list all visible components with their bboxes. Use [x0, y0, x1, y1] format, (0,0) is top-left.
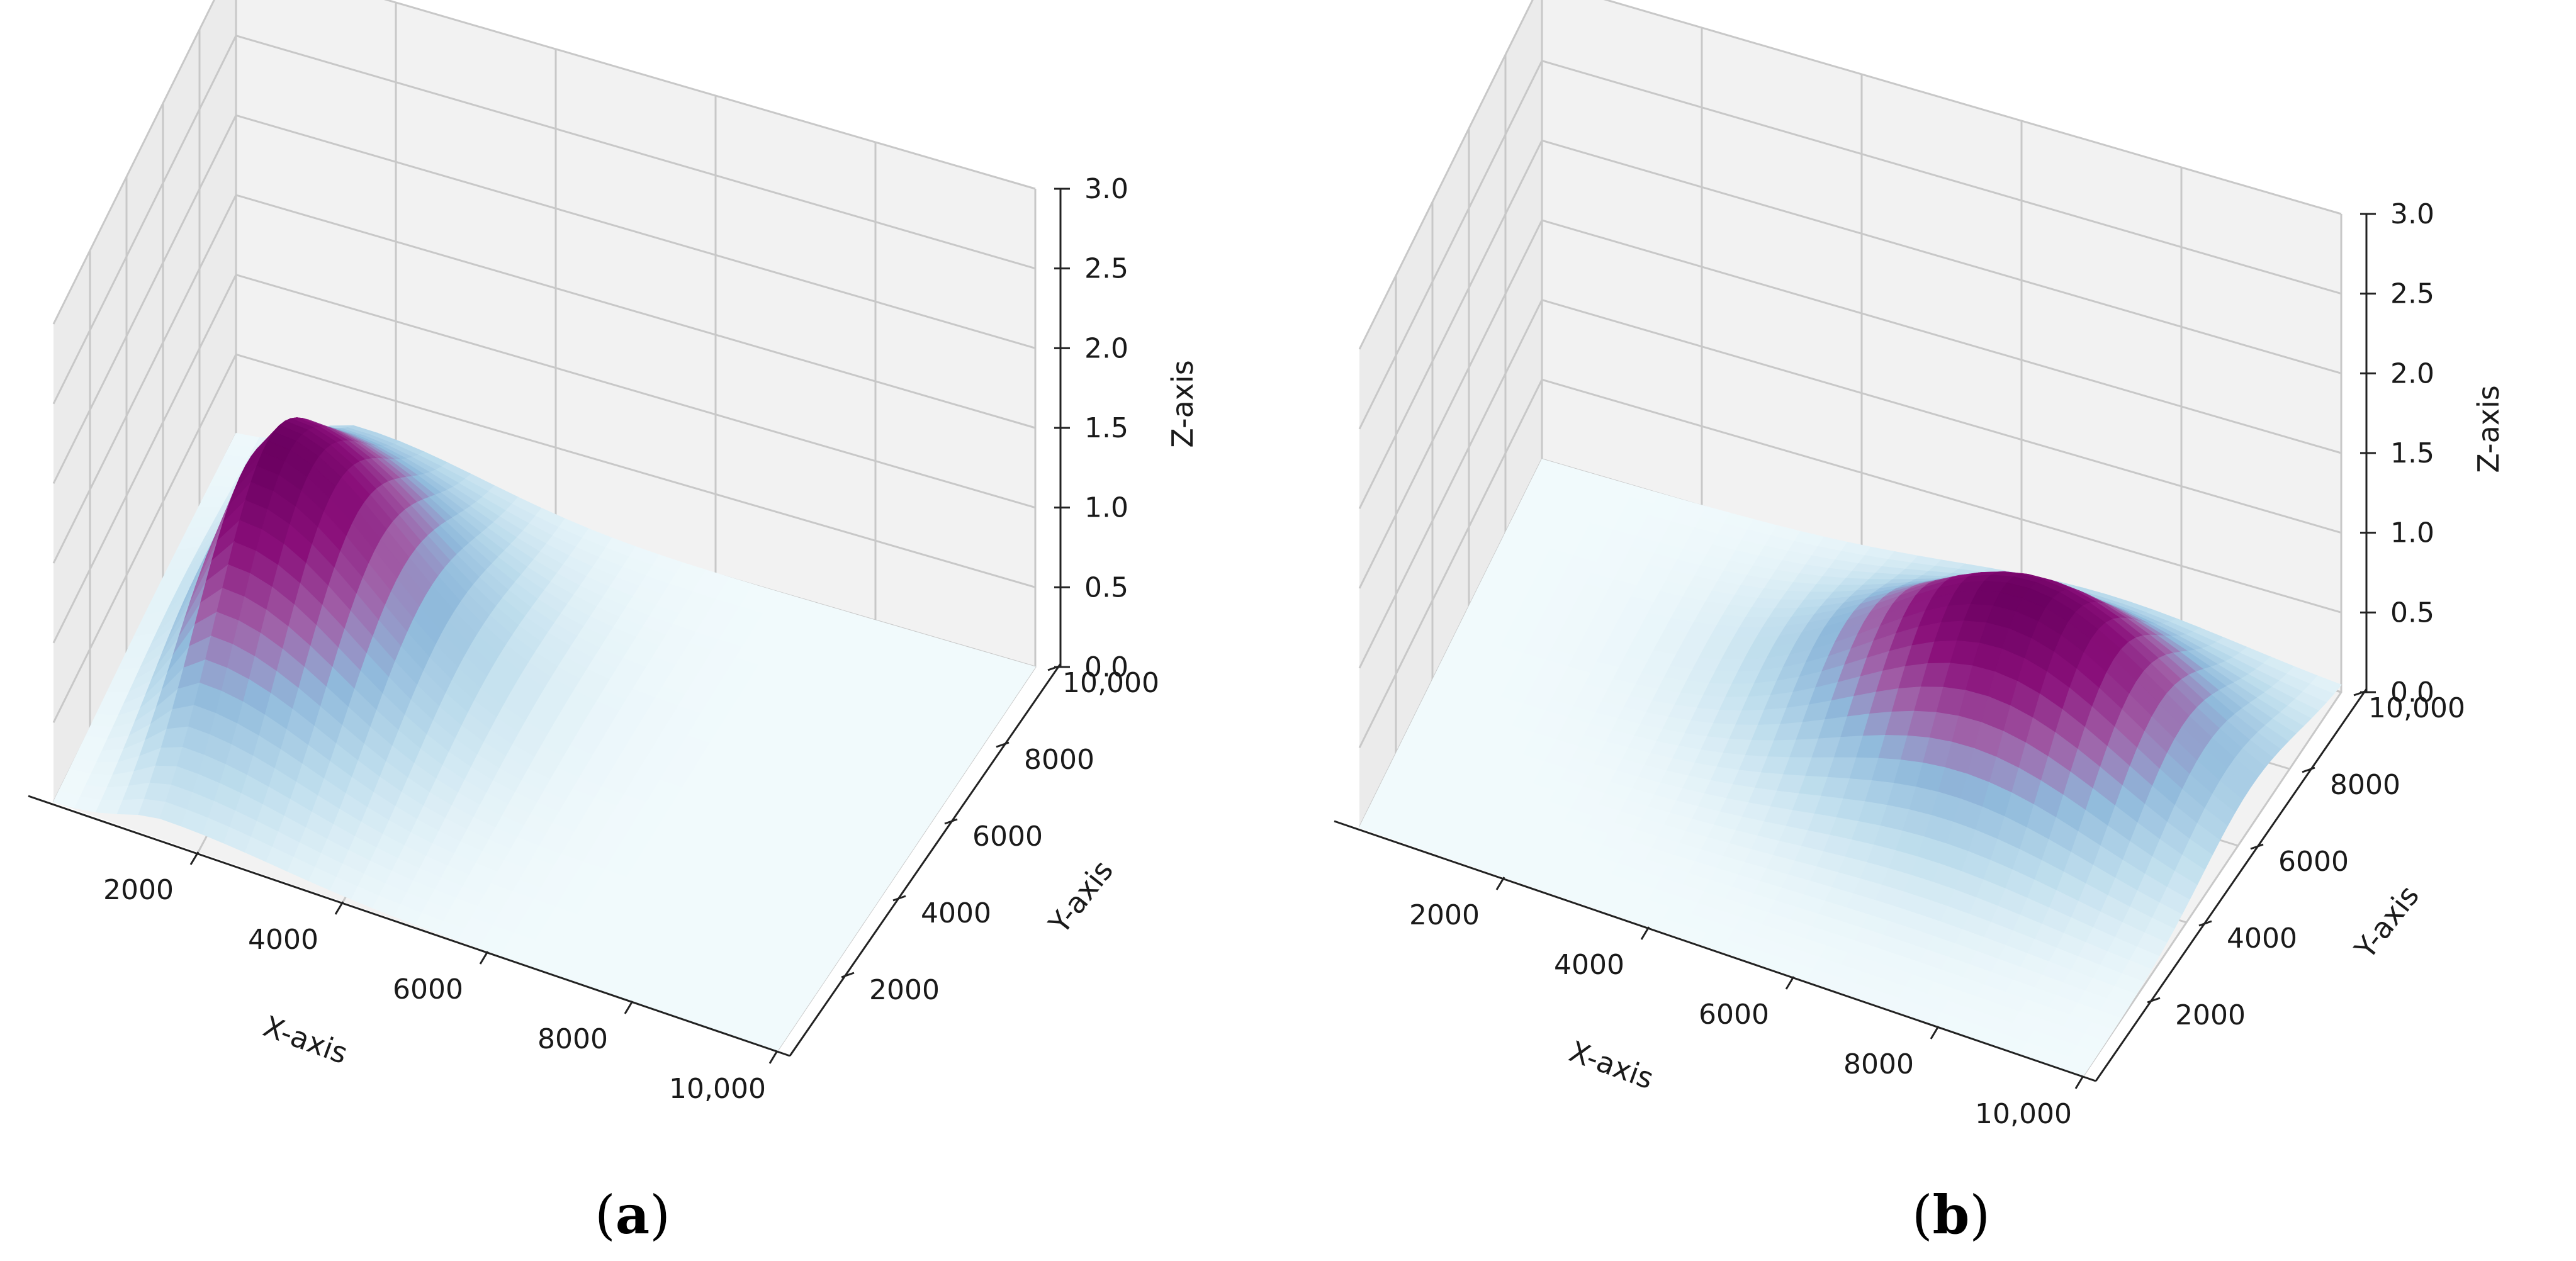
z-tick-label: 2.5: [2390, 278, 2434, 310]
x-tick: [2074, 1075, 2084, 1089]
y-tick: [892, 895, 906, 902]
grid-line-z: [1358, 139, 2342, 509]
z-tick-label: 3.0: [2390, 198, 2434, 230]
y-tick: [2198, 920, 2212, 927]
side-pane: [1359, 0, 1542, 827]
x-axis-label: X-axis: [1565, 1034, 1658, 1096]
z-tick-label: 1.0: [1084, 492, 1128, 524]
x-tick: [1785, 976, 1795, 990]
grid-line-z: [1358, 298, 2342, 669]
y-tick: [2250, 843, 2264, 850]
subplot-b: 2000 4000 6000 8000 10,000 2000 4000 6000 8000 10…: [1334, 0, 2506, 1246]
x-axis-label: X-axis: [259, 1009, 352, 1070]
y-tick: [2147, 997, 2161, 1004]
grid-line-z: [1358, 59, 2342, 430]
z-tick-label: 1.5: [1084, 412, 1128, 444]
x-axis-line: [28, 795, 790, 1057]
y-tick-label: 8000: [2330, 769, 2400, 801]
y-tick: [944, 818, 958, 825]
grid-line-z: [52, 0, 1036, 325]
y-axis-line: [2095, 688, 2368, 1082]
y-axis-line: [789, 663, 1062, 1056]
x-tick-label: 2000: [1409, 899, 1480, 931]
subplot-a: 2000 4000 6000 8000 10,000 2000 4000 6000 8000 10…: [28, 0, 1200, 1246]
grid-line-z: [52, 353, 1036, 723]
x-tick: [768, 1050, 779, 1064]
x-tick-label: 4000: [248, 924, 318, 956]
z-tick-label: 0.0: [2390, 676, 2434, 709]
surface-plot: [53, 417, 1036, 1051]
z-tick-label: 1.5: [2390, 437, 2434, 469]
x-tick: [334, 901, 344, 915]
y-tick-label: 4000: [2227, 922, 2297, 955]
x-tick-label: 10,000: [1975, 1098, 2072, 1130]
x-tick: [1495, 877, 1505, 890]
x-tick-label: 2000: [103, 874, 174, 906]
z-tick-label: 0.5: [1084, 571, 1128, 603]
y-tick: [996, 741, 1010, 748]
y-tick-label: 2000: [869, 974, 940, 1006]
y-tick-label: 4000: [921, 897, 991, 929]
x-tick: [189, 851, 200, 865]
x-tick-label: 10,000: [669, 1073, 766, 1105]
x-tick-label: 8000: [537, 1023, 608, 1055]
grid-line-z: [52, 34, 1036, 405]
axis-lines: [28, 188, 1070, 1064]
z-tick-label: 3.0: [1084, 173, 1128, 205]
x-tick: [1640, 926, 1650, 940]
x-tick-label: 6000: [1699, 999, 1769, 1031]
grid-line-z: [1358, 219, 2342, 589]
caption-a: (a): [595, 1184, 670, 1246]
x-tick: [1930, 1026, 1940, 1040]
grid-line-z: [1358, 0, 2342, 350]
x-tick-label: 8000: [1843, 1048, 1914, 1080]
z-axis-label: Z-axis: [2472, 385, 2506, 473]
y-tick-label: 8000: [1024, 744, 1094, 776]
grid-line-z: [1358, 378, 2342, 748]
grid-line-z: [52, 114, 1036, 484]
y-axis-label: Y-axis: [2348, 879, 2426, 966]
x-axis-line: [1334, 820, 2096, 1082]
y-tick-label: 6000: [972, 821, 1043, 853]
y-tick-label: 6000: [2278, 846, 2349, 878]
y-axis-label: Y-axis: [1042, 854, 1120, 941]
z-tick-label: 0.5: [2390, 597, 2434, 629]
back-pane: [1542, 0, 2341, 692]
y-tick-label: 10,000: [1062, 667, 1159, 699]
z-axis-label: Z-axis: [1166, 360, 1200, 447]
y-tick: [841, 972, 855, 978]
y-tick: [2302, 766, 2315, 773]
z-tick-label: 0.0: [1084, 651, 1128, 683]
z-tick-label: 2.0: [2390, 357, 2434, 390]
side-pane: [53, 0, 236, 802]
z-tick-label: 1.0: [2390, 517, 2434, 549]
axis-lines: [1334, 213, 2376, 1089]
grid-line-z: [52, 273, 1036, 644]
caption-b: (b): [1912, 1184, 1990, 1246]
grid-line-z: [52, 194, 1036, 564]
z-tick-label: 2.5: [1084, 253, 1128, 285]
y-tick-label: 10,000: [2368, 692, 2465, 724]
back-pane: [236, 0, 1035, 667]
x-tick-label: 6000: [393, 973, 463, 1006]
surface-plot: [1359, 459, 2343, 1077]
x-tick: [624, 1000, 634, 1014]
x-tick: [479, 951, 489, 965]
x-tick-label: 4000: [1554, 949, 1624, 981]
y-tick-label: 2000: [2175, 999, 2246, 1031]
z-tick-label: 2.0: [1084, 332, 1128, 364]
